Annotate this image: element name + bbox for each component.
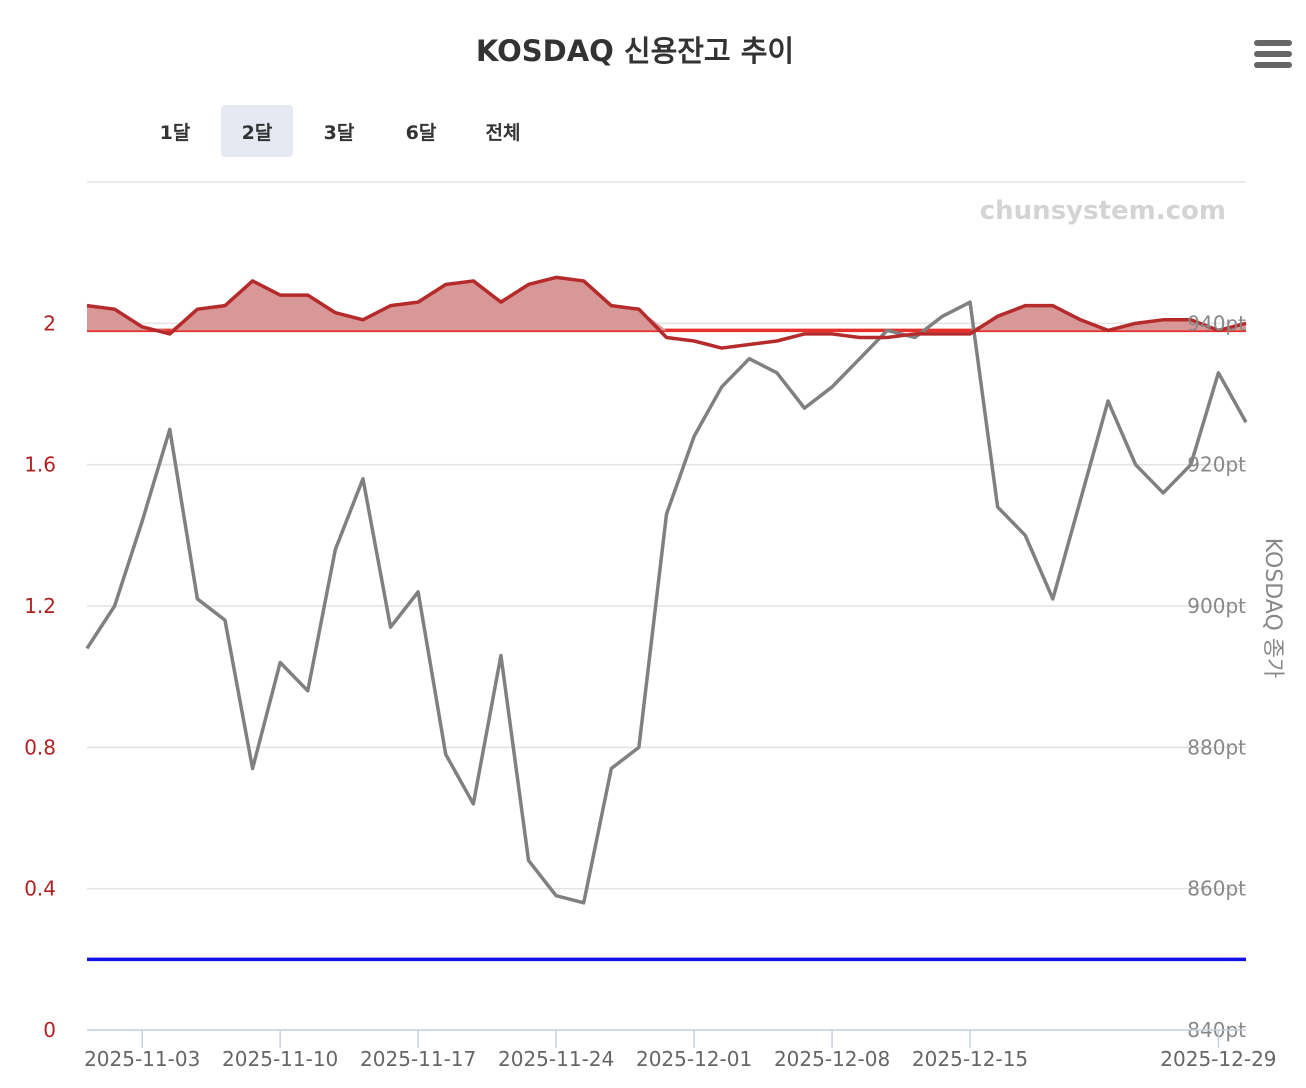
y-left-tick-label-0: 0 [43,1018,56,1042]
x-tick-label-1: 2025-11-10 [222,1047,338,1071]
x-tick-label-5: 2025-12-08 [774,1047,890,1071]
x-tick-label-2: 2025-11-17 [360,1047,476,1071]
range-button-1-month[interactable]: 1달 [139,105,211,157]
x-tick-label-0: 2025-11-03 [84,1047,200,1071]
y-right-tick-label-1: 860pt [1187,877,1246,901]
x-tick-label-7: 2025-12-29 [1160,1047,1276,1071]
range-button-3-months[interactable]: 3달 [303,105,375,157]
x-tick-label-6: 2025-12-15 [912,1047,1028,1071]
chart-title: KOSDAQ 신용잔고 추이 [475,34,795,68]
x-tick-label-3: 2025-11-24 [498,1047,614,1071]
menu-bar-middle [1254,51,1292,57]
range-button-6-months[interactable]: 6달 [385,105,457,157]
range-button-all[interactable]: 전체 [467,105,539,157]
y-axis-right-title: KOSDAQ 종가 [1260,538,1285,679]
y-left-tick-label-1: 0.4 [24,877,56,901]
x-axis: 2025-11-03 2025-11-10 2025-11-17 2025-11-24… [84,1029,1277,1071]
hamburger-menu-icon[interactable] [1254,40,1292,72]
series-credit-fill [87,277,1246,331]
y-right-tick-label-4: 920pt [1187,453,1246,477]
reference-lines [87,328,1246,962]
y-right-tick-label-5: 940pt [1187,311,1246,335]
y-left-tick-label-3: 1.2 [24,594,56,618]
y-right-tick-label-2: 880pt [1187,735,1246,759]
menu-bar-bottom [1254,62,1292,68]
x-tick-label-4: 2025-12-01 [636,1047,752,1071]
y-axis-left: 0 0.4 0.8 1.2 1.6 2 [24,311,56,1042]
series-credit-balance-line [86,275,1247,350]
y-left-tick-label-5: 2 [43,311,56,335]
menu-bar-top [1254,40,1292,46]
range-button-2-months[interactable]: 2달 [221,105,293,157]
y-left-tick-label-4: 1.6 [24,453,56,477]
series-kosdaq-close-line [85,300,1248,905]
watermark: chunsystem.com [979,196,1226,226]
y-left-tick-label-2: 0.8 [24,735,56,759]
y-right-tick-label-3: 900pt [1187,594,1246,618]
series-layer [85,275,1248,905]
